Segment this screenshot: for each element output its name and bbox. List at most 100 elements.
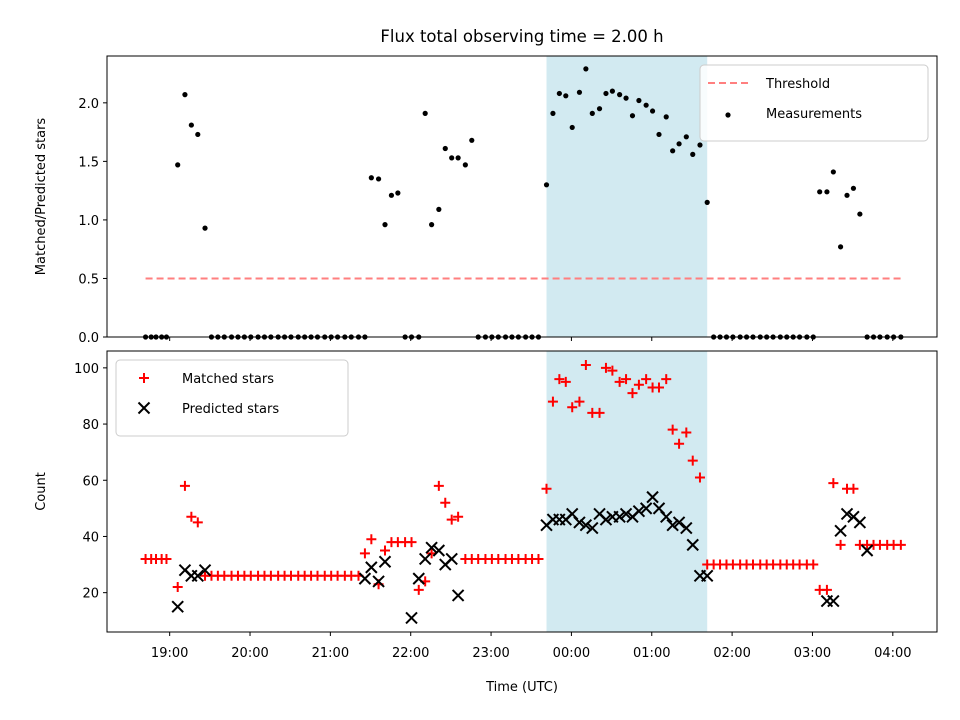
matched-star-point xyxy=(594,407,605,418)
measurement-point xyxy=(704,199,710,205)
measurement-point xyxy=(563,93,569,99)
legend-box xyxy=(115,359,349,437)
measurement-point xyxy=(649,108,656,114)
x-tick-label: 04:00 xyxy=(874,646,911,661)
measurement-point xyxy=(429,222,435,228)
predicted-star-point xyxy=(425,541,438,554)
legend-label: Predicted stars xyxy=(182,402,279,417)
predicted-star-point xyxy=(632,504,646,518)
ratio-panel: 0.0 0.5 1.0 1.5 2.0 Matched/Predicted stars Th… xyxy=(34,55,938,346)
legend-predicted-swatch xyxy=(137,401,151,415)
highlight-span xyxy=(546,56,708,337)
x-tick-label: 20:00 xyxy=(231,646,268,661)
legend-label: Matched stars xyxy=(182,372,274,387)
predicted-star-point xyxy=(613,510,626,523)
matched-star-point xyxy=(614,376,625,387)
matched-star-point xyxy=(674,438,685,449)
matched-star-point xyxy=(533,553,544,564)
legend: Matched stars Predicted stars xyxy=(115,359,349,437)
matched-star-point xyxy=(667,424,678,435)
y-tick-label: 100 xyxy=(74,362,99,377)
matched-star-point xyxy=(172,582,183,593)
matched-star-point xyxy=(547,396,558,407)
measurement-point xyxy=(382,222,388,228)
matched-star-point xyxy=(413,584,424,595)
measurement-point xyxy=(455,155,461,161)
measurement-point xyxy=(603,90,609,97)
measurement-point xyxy=(676,141,682,147)
measurement-point xyxy=(395,190,401,196)
measurement-point xyxy=(670,148,676,154)
matched-star-point xyxy=(621,374,632,385)
measurement-point xyxy=(556,90,562,97)
plot-frame xyxy=(106,350,938,633)
measurement-point xyxy=(690,151,696,157)
legend: Threshold Measurements xyxy=(699,64,929,142)
y-axis-label: Count xyxy=(34,472,49,511)
measurement-point xyxy=(569,124,575,131)
measurement-point xyxy=(202,225,208,231)
matched-star-point xyxy=(366,534,377,545)
measurement-point xyxy=(436,206,442,212)
x-tick-label: 01:00 xyxy=(633,646,670,661)
measurement-point xyxy=(422,110,428,116)
matched-star-point xyxy=(694,472,705,483)
measurement-point xyxy=(583,66,589,72)
matched-star-point xyxy=(895,539,906,550)
matched-star-point xyxy=(653,382,664,393)
predicted-star-point xyxy=(432,544,446,557)
predicted-star-point xyxy=(358,572,372,585)
matched-star-point xyxy=(453,511,464,522)
matched-star-point xyxy=(661,374,672,385)
measurement-point xyxy=(643,102,649,108)
matched-star-point xyxy=(607,365,618,376)
measurement-point xyxy=(589,110,595,116)
measurement-point xyxy=(844,192,850,198)
predicted-star-point xyxy=(378,555,392,568)
matched-star-point xyxy=(641,374,652,385)
y-tick-label: 0.5 xyxy=(78,272,99,287)
measurement-point xyxy=(449,155,455,161)
predicted-star-point xyxy=(599,513,613,526)
measurement-point xyxy=(656,131,662,138)
predicted-star-point xyxy=(700,569,714,583)
predicted-star-point xyxy=(672,516,686,529)
predicted-star-point xyxy=(191,569,205,583)
predicted-star-point xyxy=(405,611,418,625)
matched-star-point xyxy=(179,480,190,491)
predicted-star-point xyxy=(680,521,693,535)
measurement-point xyxy=(830,169,836,175)
matched-star-point xyxy=(359,548,370,559)
matched-star-point xyxy=(821,584,832,595)
predicted-star-point xyxy=(660,510,673,523)
matched-star-point xyxy=(567,402,578,413)
matched-star-point xyxy=(835,539,846,550)
x-tick-label: 23:00 xyxy=(472,646,509,661)
measurement-point xyxy=(629,113,636,119)
y-tick-label: 2.0 xyxy=(78,97,99,112)
matched-star-point xyxy=(687,455,698,466)
matched-star-point xyxy=(446,514,457,525)
y-tick-label: 40 xyxy=(82,530,99,545)
matched-star-point xyxy=(828,478,839,489)
measurement-point xyxy=(850,185,857,191)
predicted-star-point xyxy=(827,594,840,608)
measurement-point xyxy=(837,244,844,250)
measurement-point xyxy=(817,189,823,195)
matched-star-point xyxy=(560,376,571,387)
measurement-point xyxy=(617,92,623,98)
matched-star-point xyxy=(380,545,391,556)
matched-star-point xyxy=(440,497,451,508)
x-axis-label: Time (UTC) xyxy=(485,680,558,695)
matched-star-point xyxy=(161,553,172,564)
measurement-point xyxy=(442,145,448,152)
measurement-point xyxy=(609,88,615,94)
matched-star-point xyxy=(633,379,644,390)
measurement-point xyxy=(195,131,201,138)
legend-label: Measurements xyxy=(766,107,862,122)
predicted-star-point xyxy=(171,600,184,613)
measurement-point xyxy=(623,95,629,101)
measurement-point xyxy=(188,122,194,128)
y-tick-label: 80 xyxy=(82,418,99,433)
measurement-point xyxy=(697,142,703,148)
